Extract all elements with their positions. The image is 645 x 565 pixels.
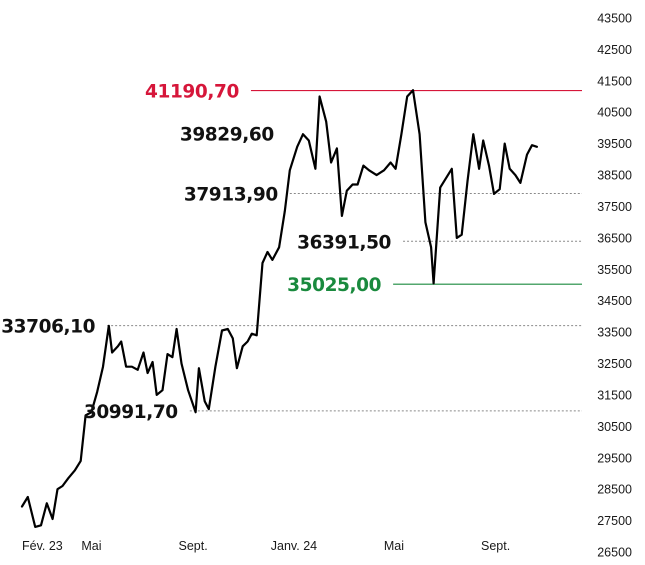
y-tick-label: 37500	[597, 200, 632, 214]
x-tick-label: Janv. 24	[271, 539, 317, 553]
y-tick-label: 34500	[597, 294, 632, 308]
y-tick-label: 39500	[597, 137, 632, 151]
y-tick-label: 27500	[597, 514, 632, 528]
x-axis-tick-labels: Fév. 23 Mai Sept. Janv. 24 Mai Sept.	[22, 539, 510, 553]
annotation-label: 30991,70	[84, 402, 178, 423]
y-tick-label: 41500	[597, 74, 632, 88]
y-tick-label: 26500	[597, 546, 632, 560]
x-tick-label: Mai	[81, 539, 101, 553]
annotation-label: 37913,90	[184, 184, 278, 205]
y-tick-label: 30500	[597, 420, 632, 434]
y-tick-label: 35500	[597, 263, 632, 277]
x-tick-label: Fév. 23	[22, 539, 63, 553]
y-tick-label: 38500	[597, 169, 632, 183]
annotation-label: 35025,00	[287, 275, 381, 296]
y-tick-label: 32500	[597, 357, 632, 371]
annotation-label: 33706,10	[1, 317, 95, 338]
reference-lines	[107, 89, 582, 412]
annotation-label: 41190,70	[145, 82, 239, 103]
y-tick-label: 28500	[597, 483, 632, 497]
y-tick-label: 43500	[597, 12, 632, 26]
annotation-labels: 41190,70 39829,60 37913,90 36391,50 35025,00…	[1, 82, 391, 423]
y-tick-label: 31500	[597, 388, 632, 402]
series-line	[20, 89, 538, 528]
annotation-label: 36391,50	[297, 232, 391, 253]
y-tick-label: 40500	[597, 106, 632, 120]
y-tick-label: 36500	[597, 231, 632, 245]
x-tick-label: Sept.	[179, 539, 208, 553]
annotation-label: 39829,60	[180, 124, 274, 145]
y-tick-label: 42500	[597, 43, 632, 57]
x-tick-label: Sept.	[481, 539, 510, 553]
y-tick-label: 33500	[597, 326, 632, 340]
y-tick-label: 29500	[597, 451, 632, 465]
x-tick-label: Mai	[384, 539, 404, 553]
y-axis-tick-labels: 26500 27500 28500 29500 30500 31500 32500 33500…	[597, 12, 632, 560]
